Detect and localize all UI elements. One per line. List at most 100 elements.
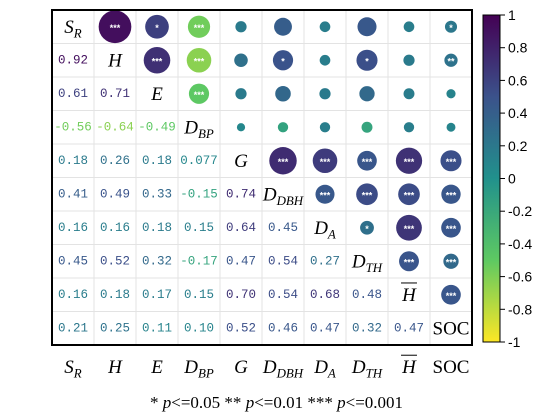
significance-stars: *	[281, 56, 285, 66]
correlation-circle	[188, 83, 210, 104]
correlation-value: 0.47	[226, 254, 256, 268]
correlation-value: 0.33	[142, 187, 172, 201]
correlation-circle	[235, 88, 247, 100]
significance-stars: *	[155, 23, 159, 33]
correlation-value: -0.17	[180, 254, 218, 268]
correlation-circle	[98, 10, 132, 44]
bottom-axis-labels: SR H E DBP G DDBH DA DTH H SOC	[64, 354, 469, 381]
correlation-circle	[440, 150, 462, 172]
x-axis-label: E	[150, 357, 163, 378]
matrix-frame	[51, 9, 473, 346]
x-axis-label: G	[234, 357, 248, 378]
diagonal-label: DBP	[183, 117, 214, 141]
diagonal-label: DDBH	[262, 184, 304, 208]
correlation-value: 0.32	[142, 254, 172, 268]
x-axis-label: DDBH	[262, 357, 304, 381]
correlation-value: -0.56	[54, 120, 92, 134]
x-axis-label: DTH	[351, 357, 383, 381]
correlation-value: -0.15	[180, 187, 218, 201]
significance-stars: ***	[404, 257, 415, 267]
correlation-circle	[356, 183, 378, 206]
correlation-value: 0.48	[352, 288, 382, 302]
correlation-value: 0.64	[226, 221, 256, 235]
correlation-value: 0.18	[58, 154, 88, 168]
correlation-circle	[275, 85, 291, 102]
significance-stars: ***	[152, 56, 163, 66]
correlation-circle	[319, 21, 331, 33]
correlation-circle	[274, 17, 292, 36]
significance-stars: **	[447, 56, 455, 66]
colorbar: 1 0.8 0.6 0.4 0.2 0 -0.2 -0.4 -0.6 -0.8 -1	[482, 7, 532, 350]
colorbar-tick-label: 0.6	[508, 72, 528, 88]
correlation-value: 0.32	[352, 321, 382, 335]
correlation-value: 0.11	[142, 321, 172, 335]
correlation-value: 0.16	[58, 221, 88, 235]
correlation-circle	[269, 147, 297, 175]
correlation-circle	[443, 253, 459, 269]
correlation-value: 0.26	[100, 154, 130, 168]
correlation-circle	[441, 217, 461, 238]
correlation-value: 0.61	[58, 87, 88, 101]
diagonal-label: E	[150, 83, 163, 104]
correlation-value: 0.16	[58, 288, 88, 302]
diagonal-label: DTH	[351, 251, 383, 275]
correlation-circle	[360, 220, 374, 235]
x-axis-label: DA	[313, 357, 336, 381]
significance-stars: ***	[194, 23, 205, 33]
colorbar-tick-label: -0.8	[508, 301, 532, 317]
correlation-circle	[145, 14, 169, 39]
correlation-circle	[444, 20, 458, 33]
correlation-value: 0.47	[394, 321, 424, 335]
correlation-circle	[319, 54, 331, 66]
correlation-value: 0.18	[142, 154, 172, 168]
correlation-circle	[441, 284, 461, 305]
colorbar-tick-label: 0.8	[508, 40, 528, 56]
correlation-value: -0.64	[96, 120, 134, 134]
correlation-circle	[319, 122, 331, 133]
correlation-circle	[277, 122, 289, 133]
significance-stars: *	[365, 56, 369, 66]
significance-stars: ***	[194, 56, 205, 66]
colorbar-tick-label: -0.4	[508, 236, 532, 252]
significance-stars: ***	[362, 190, 373, 200]
correlation-value: 0.45	[268, 221, 298, 235]
correlation-value: 0.54	[268, 254, 298, 268]
correlation-value: -0.49	[138, 120, 176, 134]
significance-stars: ***	[320, 157, 331, 167]
correlation-value: 0.68	[310, 288, 340, 302]
significance-stars: ***	[404, 224, 415, 234]
significance-stars: ***	[110, 23, 121, 33]
significance-stars: ***	[446, 157, 457, 167]
matrix-grid	[52, 10, 472, 345]
colorbar-tick-label: -0.6	[508, 269, 532, 285]
colorbar-tick-label: 1	[508, 7, 516, 23]
correlation-circle	[319, 88, 331, 100]
diagonal-label: H	[107, 50, 123, 71]
x-axis-label: SR	[64, 357, 82, 381]
significance-stars: ***	[362, 157, 373, 167]
correlation-value: 0.52	[100, 254, 130, 268]
significance-stars: ***	[278, 157, 289, 167]
correlation-circle	[446, 89, 456, 99]
significance-stars: ***	[446, 190, 457, 200]
correlation-circle	[357, 17, 377, 37]
colorbar-tick-label: 0	[508, 171, 516, 187]
correlation-circle	[272, 50, 294, 71]
correlation-circle	[315, 184, 335, 204]
correlation-circle	[395, 147, 423, 174]
correlation-circle	[187, 15, 211, 38]
correlation-value: 0.077	[180, 154, 218, 168]
significance-stars: *	[365, 224, 369, 234]
correlation-value: 0.71	[100, 87, 130, 101]
correlation-value: 0.70	[226, 288, 256, 302]
x-axis-label: H	[401, 357, 417, 378]
correlation-value: 0.18	[100, 288, 130, 302]
correlation-value: 0.10	[184, 321, 214, 335]
correlation-circle	[359, 86, 375, 102]
significance-stars: ***	[194, 90, 205, 100]
correlation-value: 0.41	[58, 187, 88, 201]
correlation-circle	[143, 46, 171, 74]
significance-stars: ***	[404, 190, 415, 200]
correlation-value: 0.16	[100, 221, 130, 235]
